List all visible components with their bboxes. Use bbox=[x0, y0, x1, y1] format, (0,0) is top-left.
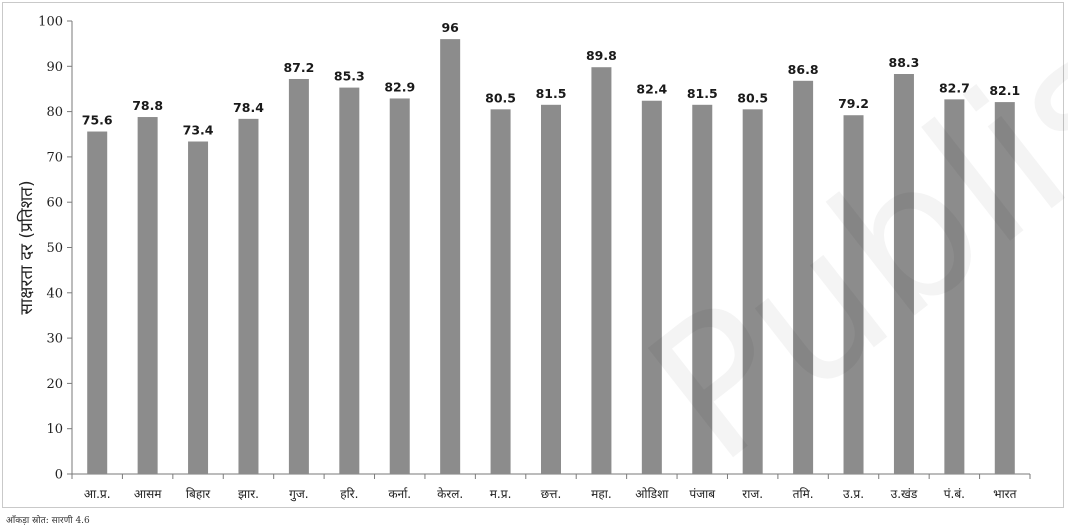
x-tick-label: कर्ना. bbox=[388, 487, 411, 501]
bar bbox=[793, 80, 814, 475]
x-tick-label: म.प्र. bbox=[490, 487, 512, 501]
y-tick-label: 80 bbox=[46, 105, 63, 120]
bar bbox=[591, 67, 612, 475]
data-label: 80.5 bbox=[737, 90, 768, 105]
data-label: 73.4 bbox=[183, 122, 214, 137]
y-tick-label: 20 bbox=[46, 377, 63, 392]
bar bbox=[87, 131, 108, 475]
y-tick-label: 0 bbox=[55, 468, 63, 483]
x-tick-label: पंजाब bbox=[689, 487, 716, 501]
bar bbox=[490, 109, 511, 475]
bar bbox=[389, 98, 410, 474]
bars bbox=[87, 39, 1015, 475]
x-tick-label: पं.बं. bbox=[944, 487, 965, 501]
y-tick-label: 70 bbox=[46, 150, 63, 165]
data-label: 82.1 bbox=[989, 83, 1020, 98]
data-label: 89.8 bbox=[586, 48, 617, 63]
data-labels: 75.6 78.8 73.4 78.4 87.2 85.3 82.9 96 80.5 81.5 89… bbox=[82, 20, 1020, 137]
bar bbox=[843, 115, 864, 474]
data-label: 82.7 bbox=[939, 80, 970, 95]
bar bbox=[188, 141, 209, 475]
data-label: 81.5 bbox=[687, 86, 718, 101]
x-tick-label: राज. bbox=[742, 487, 763, 501]
y-tick-label: 40 bbox=[46, 286, 63, 301]
chart-frame bbox=[2, 2, 1064, 508]
x-tick-label: आ.प्र. bbox=[84, 487, 111, 501]
data-label: 86.8 bbox=[788, 62, 819, 77]
x-tick-label: झार. bbox=[238, 487, 259, 501]
y-tick-label: 10 bbox=[46, 422, 63, 437]
bar bbox=[994, 102, 1015, 474]
bar bbox=[137, 117, 158, 474]
bar bbox=[641, 100, 662, 474]
x-tick-label: केरल. bbox=[437, 487, 463, 501]
data-label: 81.5 bbox=[536, 86, 567, 101]
y-axis: 0 10 20 30 40 50 60 70 80 90 100 bbox=[38, 15, 73, 483]
data-label: 87.2 bbox=[283, 60, 314, 75]
data-label: 82.9 bbox=[384, 79, 415, 94]
x-tick-label: तमि. bbox=[793, 487, 814, 501]
y-tick-label: 100 bbox=[38, 15, 63, 30]
bar bbox=[692, 104, 713, 475]
bar bbox=[339, 87, 360, 474]
y-tick-label: 30 bbox=[46, 332, 63, 347]
x-tick-label: आसम bbox=[134, 487, 162, 501]
x-axis: आ.प्र. आसम बिहार झार. गुज. हरि. कर्ना. केरल. म.प… bbox=[71, 473, 1031, 502]
y-tick-label: 90 bbox=[46, 60, 63, 75]
data-label: 88.3 bbox=[889, 55, 920, 70]
data-label: 78.8 bbox=[132, 98, 163, 113]
data-label: 96 bbox=[441, 20, 459, 35]
y-tick-label: 50 bbox=[46, 241, 63, 256]
bar bbox=[541, 104, 561, 475]
bar bbox=[288, 78, 309, 474]
x-tick-label: बिहार bbox=[186, 487, 211, 501]
x-tick-label: उ.खंड bbox=[891, 487, 918, 501]
data-label: 79.2 bbox=[838, 96, 869, 111]
x-tick-label: छत्त. bbox=[541, 487, 562, 501]
y-tick-label: 60 bbox=[46, 196, 63, 211]
bar bbox=[742, 109, 763, 475]
x-tick-label: हरि. bbox=[340, 487, 358, 501]
data-label: 85.3 bbox=[334, 69, 365, 84]
source-note: आँकड़ा स्रोत: सारणी 4.6 bbox=[6, 516, 90, 526]
x-tick-label: भारत bbox=[993, 487, 1017, 501]
bar bbox=[440, 39, 461, 475]
x-tick-label: ओडिशा bbox=[635, 487, 669, 501]
bar bbox=[238, 118, 259, 475]
data-label: 82.4 bbox=[636, 82, 667, 97]
x-tick-label: गुज. bbox=[289, 487, 308, 502]
x-tick-label: उ.प्र. bbox=[843, 487, 864, 501]
bar bbox=[893, 74, 914, 474]
y-axis-title: साक्षरता दर (प्रतिशत) bbox=[16, 180, 37, 314]
x-tick-label: महा. bbox=[591, 487, 611, 501]
data-label: 80.5 bbox=[485, 90, 516, 105]
data-label: 75.6 bbox=[82, 113, 113, 128]
bar bbox=[944, 99, 965, 474]
data-label: 78.4 bbox=[233, 100, 264, 115]
